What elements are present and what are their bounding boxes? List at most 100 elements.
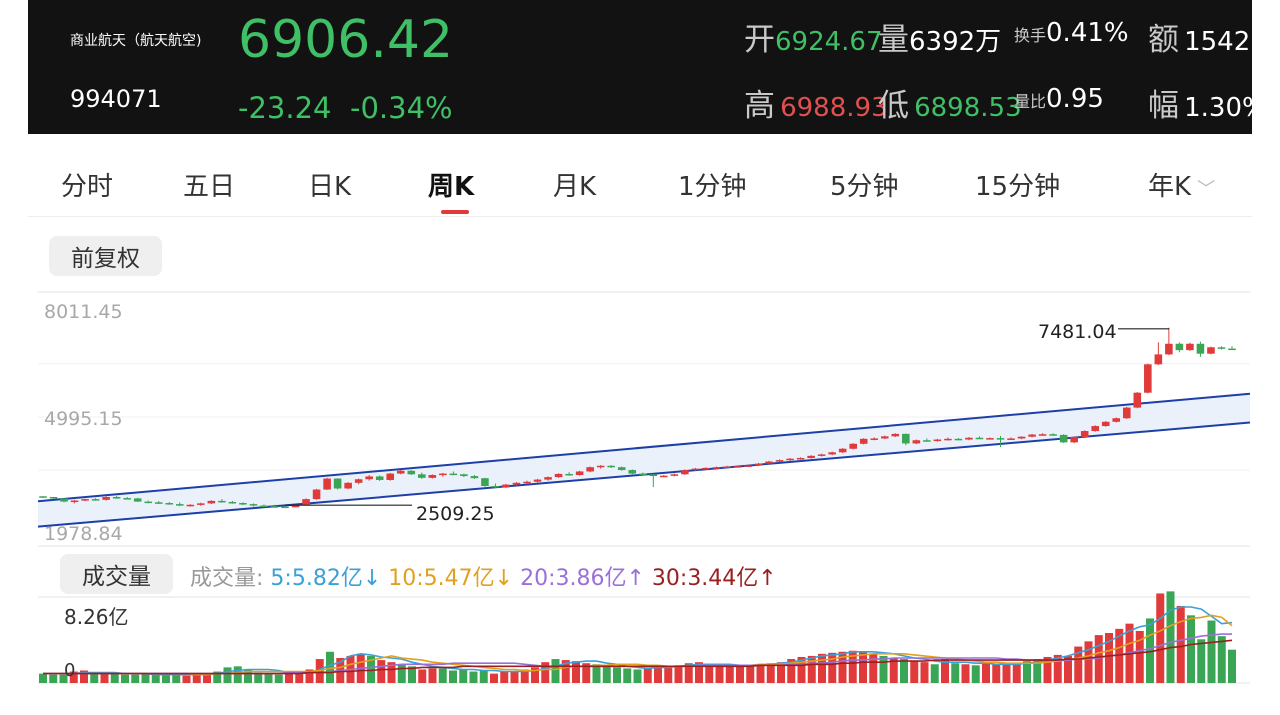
- candle-body: [1101, 421, 1110, 427]
- volume-bar: [1115, 628, 1124, 683]
- tab-intraday[interactable]: 分时: [61, 172, 114, 202]
- low-value: 6898.53: [914, 93, 1022, 123]
- candle-body: [1080, 431, 1089, 438]
- ma20-value: 20:3.86亿↑: [520, 566, 645, 591]
- volume-bar: [162, 674, 170, 683]
- candle-body: [133, 498, 142, 502]
- candle-body: [923, 440, 931, 442]
- volume-bar: [80, 670, 88, 683]
- volume-bar: [777, 662, 785, 683]
- candle-body: [1154, 354, 1163, 365]
- candle-body: [859, 438, 868, 444]
- volume-bar: [664, 666, 673, 683]
- candle-body: [965, 437, 973, 440]
- volume-indicator-button[interactable]: 成交量: [60, 554, 173, 594]
- candle-body: [681, 470, 689, 475]
- candle-body: [154, 502, 163, 504]
- vol-ratio-label: 量比: [1014, 92, 1047, 111]
- volume-bar: [387, 662, 396, 683]
- open-stat: 开6924.67: [744, 14, 883, 59]
- candle-body: [165, 503, 174, 505]
- amplitude-stat: 幅 1.30%: [1148, 80, 1252, 125]
- candle-body: [575, 471, 584, 476]
- candle-body: [1217, 347, 1226, 349]
- candle-body: [460, 474, 468, 477]
- volume-bar: [889, 658, 898, 683]
- volume-axis-zero-label: 0: [64, 660, 75, 681]
- volume-bar: [418, 669, 427, 683]
- candle-body: [817, 454, 826, 456]
- tab-five-day[interactable]: 五日: [183, 172, 236, 202]
- tab-daily-k[interactable]: 日K: [308, 172, 352, 202]
- volume-bar: [459, 669, 468, 683]
- candle-body: [1017, 436, 1026, 439]
- candle-body: [765, 461, 773, 464]
- volume-bar: [541, 662, 550, 683]
- candle-body: [428, 475, 437, 478]
- volume-bar: [520, 669, 529, 683]
- volume-bar: [254, 672, 263, 683]
- volume-bar: [1002, 664, 1011, 683]
- trend-channel-upper-line: [37, 392, 1251, 503]
- volume-bar: [49, 674, 58, 683]
- tab-5-minute[interactable]: 5分钟: [830, 172, 899, 202]
- candle-body: [365, 476, 373, 480]
- candle-body: [902, 433, 910, 444]
- left-edge: [0, 0, 28, 715]
- volume-bar: [695, 662, 703, 683]
- candle-body: [638, 473, 647, 476]
- index-name: 商业航天（航天航空): [70, 33, 202, 49]
- volume-bar: [592, 664, 601, 683]
- turnover-label: 换手: [1014, 26, 1047, 45]
- tab-monthly-k[interactable]: 月K: [553, 172, 597, 202]
- volume-bar: [643, 668, 652, 683]
- candle-body: [1228, 348, 1236, 351]
- candle-body: [933, 439, 942, 442]
- volume-bar: [531, 667, 539, 683]
- volume-bar: [1043, 656, 1052, 683]
- volume-legend-label: 成交量:: [190, 566, 264, 591]
- vol-ratio-value: 0.95: [1046, 84, 1104, 114]
- volume-bar: [828, 652, 837, 683]
- candle-body: [544, 477, 552, 480]
- candle-body: [39, 496, 47, 498]
- tab-1-minute[interactable]: 1分钟: [678, 172, 747, 202]
- volume-bar: [941, 659, 949, 683]
- price-adjust-button[interactable]: 前复权: [49, 236, 162, 276]
- volume-bar: [182, 675, 191, 683]
- ma5-value: 5:5.82亿↓: [270, 566, 382, 591]
- candle-body: [386, 473, 395, 480]
- volume-bar: [848, 650, 857, 683]
- tab-15-minute[interactable]: 15分钟: [975, 172, 1061, 202]
- volume-bar: [274, 674, 283, 683]
- volume-bar: [1064, 655, 1072, 683]
- candle-body: [786, 458, 794, 461]
- volume-bar: [613, 667, 621, 683]
- candle-body: [807, 455, 815, 458]
- low-label: 低: [878, 88, 909, 124]
- candle-body: [596, 465, 605, 468]
- tab-weekly-k[interactable]: 周K: [428, 172, 475, 202]
- volume-bar: [838, 651, 847, 683]
- chevron-down-icon: ﹀: [1197, 179, 1216, 200]
- candle-body: [944, 438, 952, 441]
- volume-bar: [971, 665, 980, 683]
- candle-body: [891, 433, 900, 437]
- candle-body: [723, 466, 731, 468]
- tab-yearly-k[interactable]: 年K ﹀: [1148, 166, 1215, 203]
- volume-bar: [561, 660, 570, 683]
- volume-bar: [602, 666, 611, 683]
- index-code: 994071: [70, 85, 162, 113]
- volume-bar: [1135, 630, 1144, 683]
- candle-body: [754, 463, 763, 466]
- high-stat: 高 6988.93: [744, 80, 888, 125]
- candle-body: [439, 473, 447, 476]
- volume-bar: [684, 663, 693, 683]
- volume-bar: [438, 668, 447, 683]
- candle-body: [249, 504, 258, 506]
- volume-bar: [500, 671, 509, 683]
- candle-body: [207, 500, 216, 504]
- candle-body: [1175, 343, 1184, 351]
- candle-body: [1007, 438, 1015, 440]
